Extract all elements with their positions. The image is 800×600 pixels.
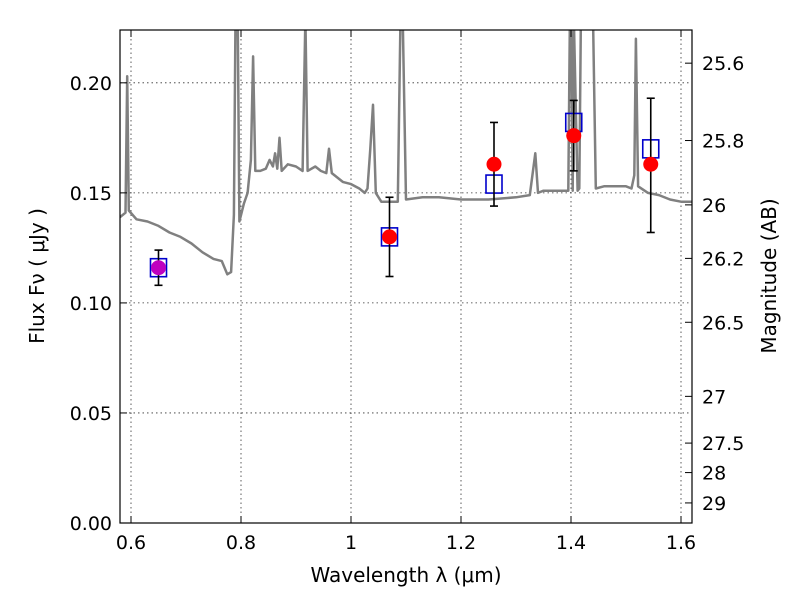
y-tick-label-1: 0.05 [70,403,112,425]
observed-point-2 [486,156,502,172]
y2-tick-label-4: 26.5 [702,312,744,334]
tick-labels: 0.6 0.8 1 1.2 1.4 1.6 0.00 0.05 0.10 0.15 0.20 25.6… [70,53,745,554]
x-tick-label-3: 1.2 [446,532,476,554]
grid-lines [120,30,692,524]
y2-tick-label-2: 26 [702,195,726,217]
model-spectrum-line [120,30,692,276]
y2-tick-label-5: 27 [702,386,726,408]
observed-fluxes [151,97,659,287]
y2-tick-label-7: 28 [702,463,726,485]
y-axis-title: Flux Fν ( μJy ) [25,208,49,344]
y2-tick-label-6: 27.5 [702,433,744,455]
y2-tick-label-8: 29 [702,493,726,515]
x-tick-label-0: 0.6 [116,532,146,554]
observed-point-4 [643,156,659,172]
observed-point-1 [382,229,397,245]
plot-frame [119,29,693,524]
y2-tick-label-3: 26.2 [702,248,744,270]
axis-ticks [120,30,692,524]
x-tick-label-2: 1 [345,532,357,554]
x-tick-label-4: 1.4 [556,532,586,554]
x-axis-title: Wavelength λ (μm) [310,563,501,587]
y2-tick-label-1: 25.8 [702,131,744,153]
y-tick-label-4: 0.20 [70,73,112,95]
x-tick-label-1: 0.8 [226,532,256,554]
observed-point-3 [566,128,582,144]
y-tick-label-0: 0.00 [70,513,112,535]
y2-tick-label-0: 25.6 [702,53,744,75]
y-tick-label-3: 0.15 [70,183,112,205]
y2-axis-title: Magnitude (AB) [757,198,781,353]
observed-point-0 [151,260,166,276]
x-tick-label-5: 1.6 [666,532,696,554]
model-spectrum [120,30,692,276]
y-tick-label-2: 0.10 [70,293,112,315]
